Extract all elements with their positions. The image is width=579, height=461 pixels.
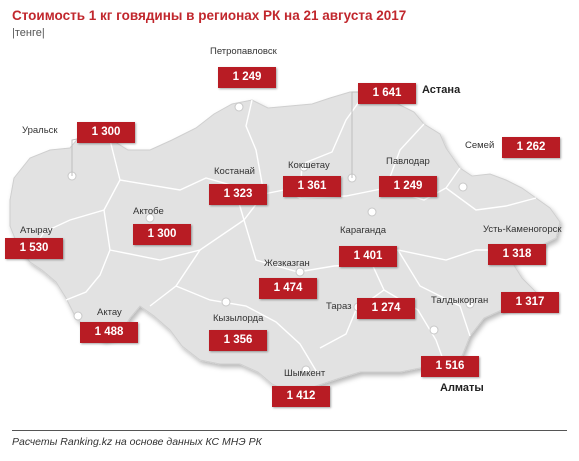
city-label-astana: Астана xyxy=(422,84,461,96)
price-badge-atyrau: 1 530 xyxy=(5,238,63,259)
city-label-kyzylorda: Кызылорда xyxy=(213,313,264,324)
source-note: Расчеты Ranking.kz на основе данных КС М… xyxy=(12,436,262,448)
city-label-aktau: Актау xyxy=(97,307,122,318)
city-label-petropavlovsk: Петропавловск xyxy=(210,46,277,57)
city-label-shymkent: Шымкент xyxy=(284,368,326,379)
city-label-aktobe: Актобе xyxy=(133,206,164,217)
city-label-semey: Семей xyxy=(465,140,495,151)
price-badge-aktau: 1 488 xyxy=(80,322,138,343)
city-label-pavlodar: Павлодар xyxy=(386,156,430,167)
price-badge-kostanay: 1 323 xyxy=(209,184,267,205)
price-badge-petropavlovsk: 1 249 xyxy=(218,67,276,88)
price-badge-aktobe: 1 300 xyxy=(133,224,191,245)
city-label-kokshetau: Кокшетау xyxy=(288,160,330,171)
price-badge-taraz: 1 274 xyxy=(357,298,415,319)
city-label-atyrau: Атырау xyxy=(20,225,53,236)
city-label-taldykorgan: Талдыкорган xyxy=(431,295,489,306)
price-badge-pavlodar: 1 249 xyxy=(379,176,437,197)
footer-divider xyxy=(12,430,567,431)
price-badge-almaty: 1 516 xyxy=(421,356,479,377)
unit-label: |тенге| xyxy=(12,27,45,39)
price-badge-kyzylorda: 1 356 xyxy=(209,330,267,351)
price-badge-uralsk: 1 300 xyxy=(77,122,135,143)
chart-title: Стоимость 1 кг говядины в регионах РК на… xyxy=(12,8,407,23)
price-badge-astana: 1 641 xyxy=(358,83,416,104)
price-badge-zhezkazgan: 1 474 xyxy=(259,278,317,299)
city-label-zhezkazgan: Жезказган xyxy=(264,258,310,269)
city-label-almaty: Алматы xyxy=(440,382,484,394)
price-badge-semey: 1 262 xyxy=(502,137,560,158)
city-label-karaganda: Караганда xyxy=(340,225,386,236)
city-label-taraz: Тараз xyxy=(326,301,352,312)
price-badge-kokshetau: 1 361 xyxy=(283,176,341,197)
city-label-ust-kamenogorsk: Усть-Каменогорск xyxy=(483,224,562,235)
price-badge-shymkent: 1 412 xyxy=(272,386,330,407)
price-badge-karaganda: 1 401 xyxy=(339,246,397,267)
city-label-uralsk: Уральск xyxy=(22,125,58,136)
price-badge-ust-kamenogorsk: 1 318 xyxy=(488,244,546,265)
city-label-kostanay: Костанай xyxy=(214,166,255,177)
price-badge-taldykorgan: 1 317 xyxy=(501,292,559,313)
